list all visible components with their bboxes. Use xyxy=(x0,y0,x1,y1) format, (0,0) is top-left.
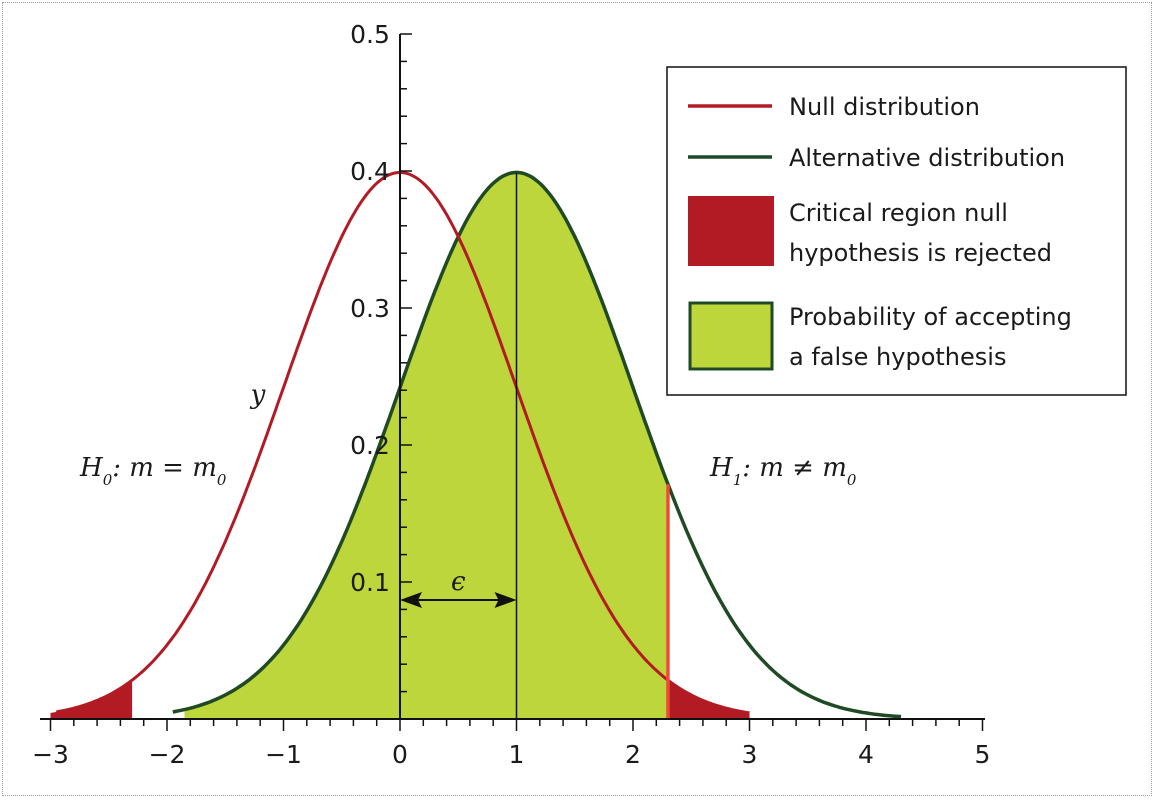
legend-swatch-critical xyxy=(688,196,774,266)
critical-region-left-area xyxy=(50,680,133,719)
epsilon-arrow-right-head xyxy=(494,592,517,608)
legend: Null distribution Alternative distributio… xyxy=(666,66,1127,396)
y-axis-label: y xyxy=(250,380,266,410)
y-tick-label: 0.1 xyxy=(350,568,390,597)
legend-label: Probability of accepting xyxy=(789,303,1072,331)
alternative-distribution-line xyxy=(172,170,902,719)
legend-label: a false hypothesis xyxy=(789,343,1006,371)
h0-annotation-part: 0 xyxy=(103,471,113,489)
axes: −3 −2 −1 0 1 2 3 4 5 0.1 0.2 0.3 0.4 0.5 y xyxy=(32,20,990,769)
annotations: H0: m = m0 H1: m ≠ m0ϵ xyxy=(79,453,857,608)
h1-annotation-part: 1 xyxy=(733,471,743,489)
h1-annotation-part: : m ≠ m xyxy=(742,453,847,483)
y-tick-label: 0.4 xyxy=(350,157,390,186)
legend-label: Critical region null xyxy=(789,199,1008,227)
h0-annotation-part: 0 xyxy=(217,471,227,489)
null-distribution-line xyxy=(55,170,750,715)
critical-region-right-area xyxy=(668,680,750,719)
h0-annotation-part: H xyxy=(79,453,104,483)
x-tick-label: 0 xyxy=(392,740,408,769)
x-tick-label: 3 xyxy=(742,740,758,769)
legend-label: Alternative distribution xyxy=(789,144,1065,172)
y-tick-label: 0.3 xyxy=(350,294,390,323)
y-tick-label: 0.5 xyxy=(350,20,390,49)
h0-annotation: H0: m = m0 xyxy=(79,453,227,489)
x-tick-label: −3 xyxy=(32,740,69,769)
x-tick-label: −2 xyxy=(149,740,186,769)
x-tick-label: 5 xyxy=(975,740,991,769)
h1-annotation-part: H xyxy=(709,453,734,483)
x-tick-label: 1 xyxy=(509,740,525,769)
x-tick-label: −1 xyxy=(265,740,302,769)
legend-swatch-acceptance xyxy=(688,301,774,371)
epsilon-label: ϵ xyxy=(451,567,466,597)
legend-label: hypothesis is rejected xyxy=(789,239,1052,267)
h1-annotation: H1: m ≠ m0 xyxy=(709,453,857,489)
y-tick-label: 0.2 xyxy=(350,431,390,460)
distribution-curves xyxy=(55,170,902,719)
acceptance-region-area xyxy=(184,172,668,719)
legend-label: Null distribution xyxy=(789,93,980,121)
x-tick-label: 2 xyxy=(625,740,641,769)
x-tick-label: 4 xyxy=(858,740,874,769)
h1-annotation-part: 0 xyxy=(847,471,857,489)
h0-annotation-part: : m = m xyxy=(112,453,217,483)
epsilon-arrow-left-head xyxy=(400,592,422,608)
